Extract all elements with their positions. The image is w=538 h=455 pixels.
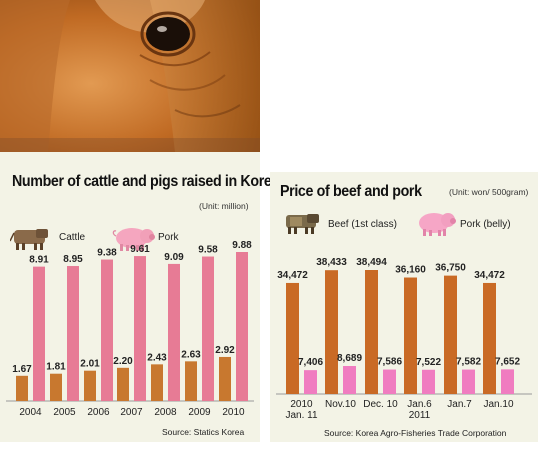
legend-cattle: Cattle — [59, 232, 86, 243]
pork-bar — [101, 259, 113, 401]
pork-belly-value-label: 7,406 — [298, 357, 323, 368]
pig-icon — [112, 228, 155, 251]
cattle-pigs-bar-chart: 1.67 8.91 2004 1.81 8.95 2005 2.01 9.38 2006 2.20… — [6, 240, 254, 418]
date-tick-label: 2010 — [290, 399, 313, 410]
pork-belly-value-label: 8,689 — [337, 353, 362, 364]
cattle-bar — [84, 370, 96, 401]
cattle-bar — [151, 364, 163, 401]
beef-value-label: 36,750 — [435, 263, 466, 274]
beef-bar — [286, 282, 299, 394]
year-tick-label: 2005 — [53, 407, 76, 418]
pork-value-label: 9.88 — [232, 240, 252, 251]
pork-bar — [33, 266, 45, 401]
beef-value-label: 36,160 — [395, 265, 426, 276]
pork-value-label: 8.95 — [63, 254, 83, 265]
cattle-value-label: 1.81 — [46, 362, 66, 373]
date-tick-label: Jan.6 — [407, 399, 432, 410]
beef-value-label: 38,433 — [316, 257, 347, 268]
cattle-value-label: 2.43 — [147, 352, 167, 363]
legend-pork: Pork — [158, 232, 179, 243]
pork-belly-bar — [422, 369, 435, 394]
cattle-pigs-panel: Number of cattle and pigs raised in Kore… — [0, 152, 279, 442]
pig-icon — [419, 213, 456, 236]
legend-beef: Beef (1st class) — [328, 219, 397, 230]
unit-label-cattle-pigs: (Unit: million) — [199, 201, 249, 211]
cattle-value-label: 1.67 — [12, 364, 32, 375]
pork-belly-value-label: 7,522 — [416, 357, 441, 368]
date-tick-label: 2011 — [409, 410, 431, 421]
chart-title-beef-pork: Price of beef and pork — [280, 183, 422, 200]
cattle-value-label: 2.63 — [181, 349, 201, 360]
pork-bar — [168, 263, 180, 401]
cattle-bar — [219, 356, 231, 401]
pork-belly-value-label: 7,586 — [377, 357, 402, 368]
beef-bar — [444, 275, 457, 394]
cattle-value-label: 2.20 — [113, 356, 133, 367]
date-tick-label: Jan. 11 — [285, 410, 317, 421]
beef-value-label: 38,494 — [356, 257, 387, 268]
pork-value-label: 9.09 — [164, 252, 184, 263]
beef-bar — [325, 270, 338, 394]
pork-value-label: 8.91 — [29, 255, 49, 266]
pork-belly-value-label: 7,582 — [456, 357, 481, 368]
cow-icon — [10, 229, 48, 250]
year-tick-label: 2009 — [188, 407, 211, 418]
date-tick-label: Jan.10 — [483, 399, 513, 410]
year-tick-label: 2007 — [120, 407, 143, 418]
year-tick-label: 2004 — [19, 407, 42, 418]
beef-value-label: 34,472 — [277, 270, 308, 281]
pork-belly-bar — [304, 370, 317, 394]
pork-value-label: 9.38 — [97, 248, 117, 259]
beef-bar — [365, 270, 378, 394]
pork-bar — [134, 256, 146, 401]
date-tick-label: Jan.7 — [447, 399, 472, 410]
beef-bar — [483, 282, 496, 394]
pork-belly-bar — [501, 369, 514, 394]
pork-belly-bar — [462, 369, 475, 394]
unit-label-beef-pork: (Unit: won/ 500gram) — [449, 187, 529, 197]
cattle-value-label: 2.01 — [80, 359, 100, 370]
cattle-bar — [117, 367, 129, 401]
cow-icon — [286, 214, 319, 234]
cattle-bar — [50, 373, 62, 401]
source-cattle-pigs: Source: Statics Korea — [162, 427, 245, 437]
beef-pork-price-panel: Price of beef and pork (Unit: won/ 500gr… — [270, 172, 538, 442]
date-tick-label: Dec. 10 — [363, 399, 398, 410]
legend-pork-belly: Pork (belly) — [460, 219, 511, 230]
year-tick-label: 2006 — [87, 407, 110, 418]
pork-value-label: 9.61 — [130, 244, 150, 255]
pork-bar — [236, 252, 248, 401]
cattle-bar — [16, 375, 28, 401]
beef-value-label: 34,472 — [474, 270, 505, 281]
source-beef-pork: Source: Korea Agro-Fisheries Trade Corpo… — [324, 428, 507, 438]
cow-photo — [0, 0, 260, 152]
year-tick-label: 2010 — [222, 407, 245, 418]
cattle-value-label: 2.92 — [215, 345, 235, 356]
pork-bar — [202, 256, 214, 401]
pork-bar — [67, 266, 79, 401]
beef-bar — [404, 277, 417, 394]
year-tick-label: 2008 — [154, 407, 177, 418]
cattle-bar — [185, 361, 197, 401]
date-tick-label: Nov.10 — [325, 399, 356, 410]
pork-belly-value-label: 7,652 — [495, 356, 520, 367]
pork-belly-bar — [343, 366, 356, 394]
pork-belly-bar — [383, 369, 396, 394]
pork-value-label: 9.58 — [198, 245, 218, 256]
chart-title-cattle-pigs: Number of cattle and pigs raised in Kore… — [12, 173, 280, 190]
